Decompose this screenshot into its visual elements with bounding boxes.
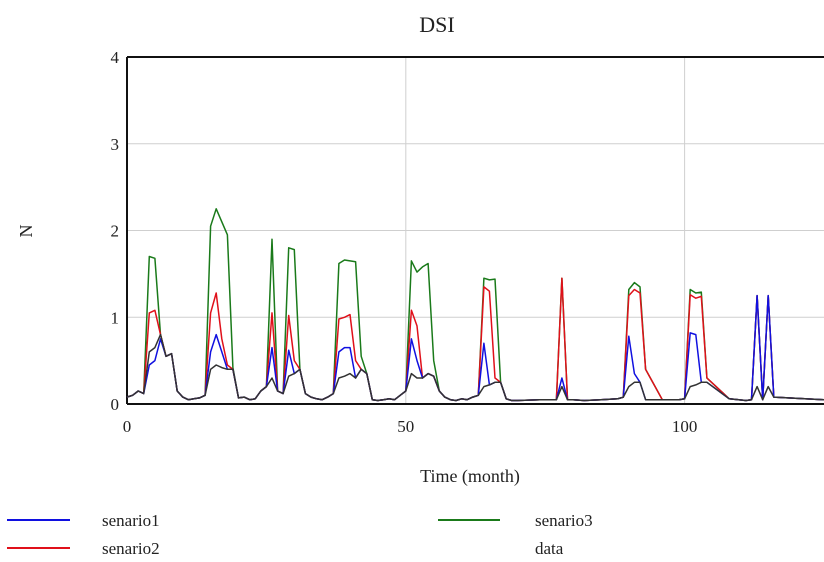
y-axis-label: N (16, 225, 36, 238)
legend-label-data: data (535, 539, 564, 558)
plot-frame (126, 56, 824, 405)
series-lines (126, 208, 824, 402)
x-tick-labels: 0 50 100 (123, 417, 698, 436)
legend-label-senario2: senario2 (102, 539, 160, 558)
series-line-data (126, 333, 824, 402)
y-tick-label: 0 (111, 395, 120, 414)
y-tick-label: 2 (111, 222, 120, 241)
chart-title: DSI (419, 12, 454, 37)
x-tick-label: 0 (123, 417, 132, 436)
legend: senario1 senario2 senario3 data (7, 511, 593, 558)
x-tick-label: 50 (397, 417, 414, 436)
legend-label-senario3: senario3 (535, 511, 593, 530)
series-line-senario3 (126, 208, 824, 402)
x-axis-label: Time (month) (420, 466, 520, 487)
y-tick-label: 1 (111, 308, 120, 327)
grid-lines (127, 57, 824, 404)
y-tick-label: 3 (111, 135, 120, 154)
legend-label-senario1: senario1 (102, 511, 160, 530)
x-tick-label: 100 (672, 417, 698, 436)
y-tick-label: 4 (111, 48, 120, 67)
y-tick-labels: 0 1 2 3 4 (111, 48, 120, 414)
